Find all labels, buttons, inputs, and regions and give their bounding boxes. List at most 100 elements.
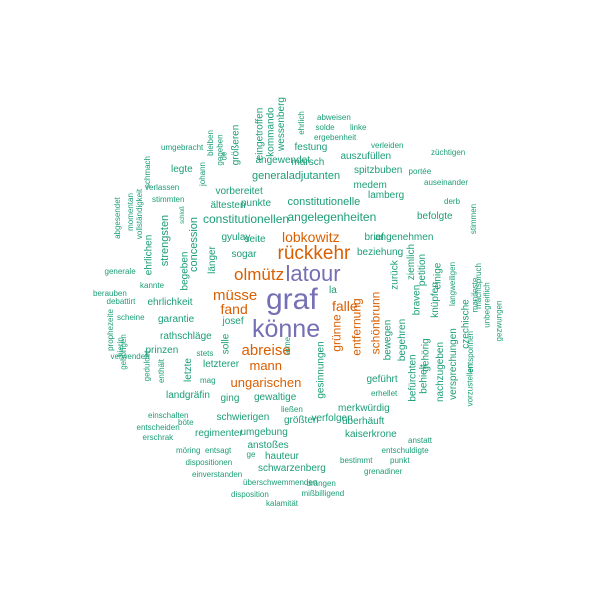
cloud-word: mag [200, 376, 216, 385]
cloud-word: ließen [281, 405, 303, 414]
cloud-word: müsse [213, 286, 258, 304]
cloud-word: befolgte [417, 211, 453, 222]
cloud-word: manifeste [469, 277, 479, 313]
cloud-word: angenehmen [375, 232, 434, 243]
cloud-word: geduldet [141, 350, 151, 382]
cloud-word: versprechungen [447, 328, 459, 400]
cloud-word: auszufüllen [340, 151, 392, 162]
cloud-word: abreise [241, 341, 291, 359]
cloud-word: zurück [389, 260, 401, 290]
cloud-word: braven [410, 284, 422, 316]
cloud-word: kalamität [266, 499, 299, 508]
cloud-word: umgebracht [161, 143, 204, 152]
cloud-word: begehren [397, 318, 409, 362]
cloud-word: gyulay [221, 232, 251, 243]
cloud-word: geführt [366, 374, 398, 385]
cloud-word: scheine [117, 313, 145, 322]
cloud-word: punkte [241, 198, 272, 209]
cloud-word: solle [219, 333, 231, 355]
cloud-word: constitutionellen [203, 212, 290, 226]
cloud-word: angewendet [255, 155, 311, 166]
cloud-word: landgräfin [166, 390, 210, 401]
cloud-word: ehrlich [296, 111, 306, 135]
cloud-word: auseinander [424, 178, 469, 187]
cloud-word: ältesten [210, 200, 246, 211]
cloud-word: petition [417, 253, 429, 287]
cloud-word: rückkehr [277, 242, 351, 264]
cloud-word: erschrak [142, 433, 174, 442]
cloud-word: gesinnungen [315, 341, 327, 399]
cloud-word: vollständigkeit [135, 188, 145, 240]
cloud-word: sogar [231, 249, 257, 260]
cloud-word: stets [196, 349, 214, 358]
cloud-word: olmütz [234, 264, 285, 284]
cloud-word: josef [222, 316, 244, 327]
cloud-word: generaladjutanten [252, 169, 341, 182]
cloud-word: entsagt [205, 446, 232, 455]
cloud-word: generale [104, 267, 136, 276]
cloud-word: ge [246, 450, 256, 459]
cloud-word: disposition [231, 490, 269, 499]
cloud-word: medem [353, 180, 387, 191]
cloud-word: momentan [125, 193, 135, 231]
cloud-word: entschuldigte [381, 446, 429, 455]
cloud-word: wessenberg [275, 97, 287, 151]
cloud-word: bestimmt [340, 456, 373, 465]
cloud-word: enthält [157, 358, 167, 384]
cloud-word: fand [220, 301, 248, 317]
cloud-word: eingetroffen [253, 107, 265, 161]
cloud-word: könne [252, 314, 321, 343]
cloud-word: vorbereitet [215, 186, 263, 197]
cloud-word: grünne [329, 314, 344, 352]
cloud-word: begeben [178, 251, 190, 291]
cloud-word: gehörig [420, 338, 432, 372]
cloud-word: lobkowitz [282, 229, 340, 245]
cloud-word: solde [315, 123, 335, 132]
cloud-word: graf [266, 283, 318, 316]
cloud-word: prinzen [145, 345, 179, 356]
cloud-word: stimmen [469, 203, 479, 235]
cloud-word: johann [198, 161, 208, 187]
cloud-word: verfolgen [311, 413, 353, 424]
cloud-word: entfernung [349, 298, 364, 356]
cloud-word: regimenter [195, 428, 243, 439]
cloud-word: mißbilligend [301, 489, 345, 498]
cloud-word: kannte [140, 281, 165, 290]
cloud-word: la [329, 285, 337, 296]
cloud-word: befürchten [407, 354, 419, 402]
cloud-word: ging [220, 393, 240, 404]
cloud-word: einschalten [148, 411, 189, 420]
cloud-word: debattirt [106, 297, 136, 306]
cloud-word: marsch [291, 157, 325, 168]
cloud-word: spitzbuben [354, 165, 403, 176]
cloud-word: langweiligen [448, 261, 458, 307]
cloud-word: abgesendet [112, 197, 122, 239]
cloud-word: anstatt [408, 436, 433, 445]
cloud-word: letzte [182, 358, 194, 382]
cloud-word: ehrlichkeit [147, 297, 193, 308]
cloud-word: gewaltige [254, 392, 297, 403]
cloud-word: züchtigen [431, 148, 466, 157]
cloud-word: dispositionen [185, 458, 233, 467]
cloud-word: unbegreiflich [482, 282, 492, 328]
cloud-word: legte [171, 164, 193, 175]
cloud-word: größten [284, 415, 319, 426]
cloud-word: grenadiner [364, 467, 403, 476]
cloud-word: schloß [179, 206, 186, 224]
cloud-word: seite [244, 234, 266, 245]
cloud-word: anstoßes [247, 440, 289, 451]
cloud-word: letzterer [203, 359, 240, 370]
cloud-word: festung [294, 142, 328, 153]
cloud-word: möring [176, 446, 201, 455]
cloud-word: derb [444, 197, 461, 206]
cloud-word: erhellet [371, 389, 398, 398]
cloud-word: überschwemmenden [243, 478, 318, 487]
cloud-word: größeren [229, 124, 241, 166]
cloud-word: drängen [306, 479, 336, 488]
cloud-word: falle [332, 298, 358, 314]
cloud-word: einverstanden [192, 470, 243, 479]
cloud-word: überhäuft [342, 416, 385, 427]
cloud-word: latour [285, 261, 341, 286]
cloud-word: mann [249, 357, 283, 373]
